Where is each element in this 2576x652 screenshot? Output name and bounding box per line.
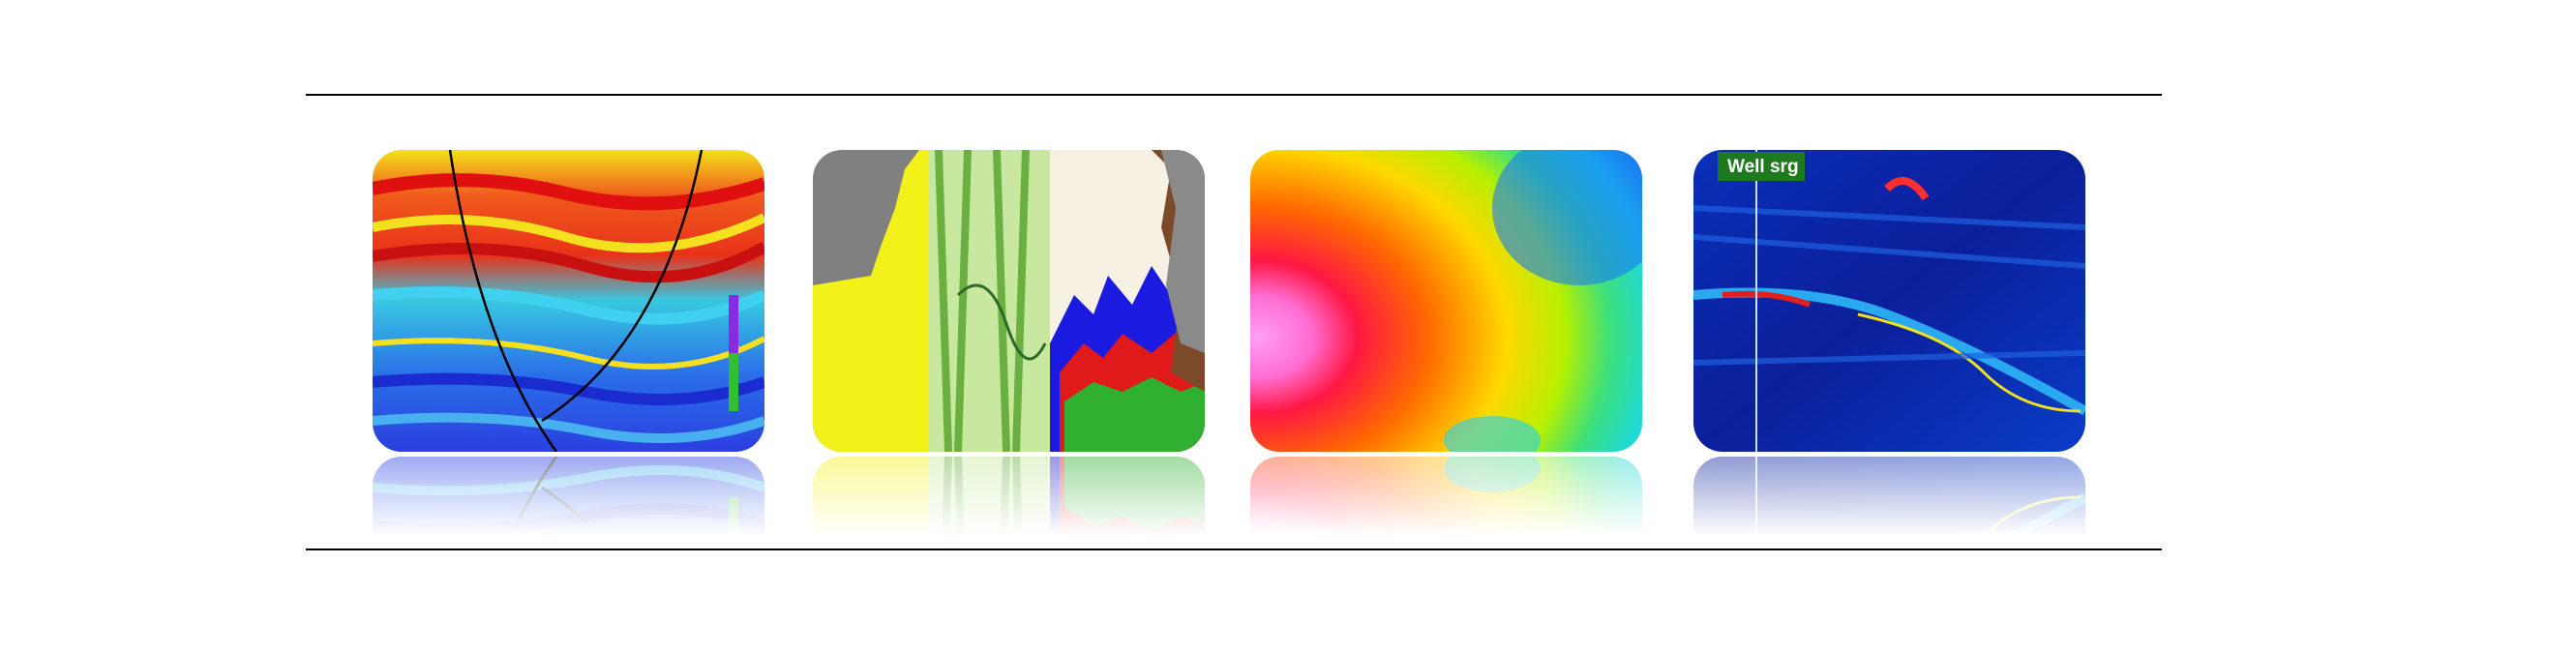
tile-label: Well srg bbox=[1727, 157, 1799, 177]
reflection bbox=[813, 457, 1205, 652]
well-log-tile[interactable] bbox=[813, 150, 1205, 452]
label-box bbox=[1718, 152, 1805, 181]
reflections bbox=[373, 444, 2085, 652]
map-tile[interactable] bbox=[1250, 131, 1666, 464]
section-tile[interactable] bbox=[1693, 150, 2085, 452]
seismic-tile[interactable] bbox=[373, 150, 764, 452]
reflection bbox=[1693, 457, 2085, 652]
reflection bbox=[373, 457, 764, 652]
reflection bbox=[1250, 444, 1666, 652]
